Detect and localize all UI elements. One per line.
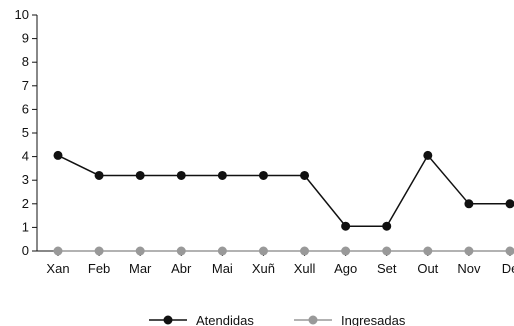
legend-label: Ingresadas bbox=[341, 313, 406, 326]
data-point bbox=[53, 150, 63, 160]
data-point bbox=[258, 170, 268, 180]
data-point bbox=[341, 221, 351, 231]
data-point bbox=[464, 199, 474, 209]
legend: Atendidas Ingresadas bbox=[149, 313, 406, 326]
data-point bbox=[382, 221, 392, 231]
data-point bbox=[300, 246, 310, 256]
y-tick-label: 1 bbox=[22, 219, 29, 234]
x-tick-label: Xan bbox=[46, 261, 69, 276]
data-point bbox=[176, 246, 186, 256]
y-tick-label: 5 bbox=[22, 125, 29, 140]
y-tick-label: 6 bbox=[22, 101, 29, 116]
x-tick-label: Mar bbox=[129, 261, 152, 276]
data-point bbox=[341, 246, 351, 256]
legend-marker bbox=[163, 315, 173, 325]
data-point bbox=[217, 246, 227, 256]
y-tick-label: 2 bbox=[22, 196, 29, 211]
y-tick-label: 7 bbox=[22, 78, 29, 93]
data-point bbox=[135, 246, 145, 256]
x-tick-label: Mai bbox=[212, 261, 233, 276]
y-tick-label: 10 bbox=[15, 7, 29, 22]
data-point bbox=[94, 246, 104, 256]
x-tick-label: Feb bbox=[88, 261, 110, 276]
y-tick-label: 4 bbox=[22, 149, 29, 164]
data-point bbox=[505, 199, 514, 209]
labels-layer: 0 1 2 3 4 5 6 7 8 9 10 Xan Feb Mar Abr Mai Xuñ Xull Ago Set… bbox=[15, 7, 514, 276]
legend-label: Atendidas bbox=[196, 313, 254, 326]
data-point bbox=[464, 246, 474, 256]
series-layer bbox=[53, 150, 514, 256]
data-point bbox=[300, 170, 310, 180]
data-point bbox=[176, 170, 186, 180]
legend-marker bbox=[308, 315, 318, 325]
data-point bbox=[217, 170, 227, 180]
data-point bbox=[423, 246, 433, 256]
data-point bbox=[382, 246, 392, 256]
x-tick-label: Out bbox=[417, 261, 438, 276]
y-tick-label: 9 bbox=[22, 31, 29, 46]
x-tick-label: Ago bbox=[334, 261, 357, 276]
y-tick-label: 0 bbox=[22, 243, 29, 258]
y-tick-label: 3 bbox=[22, 172, 29, 187]
data-point bbox=[94, 170, 104, 180]
x-tick-label: Abr bbox=[171, 261, 192, 276]
series-line bbox=[57, 154, 510, 227]
axes-layer bbox=[32, 14, 513, 256]
data-point bbox=[423, 150, 433, 160]
x-tick-label: Xull bbox=[294, 261, 316, 276]
data-point bbox=[53, 246, 63, 256]
data-point bbox=[505, 246, 514, 256]
x-tick-label: Xuñ bbox=[252, 261, 275, 276]
data-point bbox=[135, 170, 145, 180]
x-tick-label: Nov bbox=[457, 261, 481, 276]
y-tick-label: 8 bbox=[22, 54, 29, 69]
x-tick-label: De bbox=[502, 261, 514, 276]
x-tick-label: Set bbox=[377, 261, 397, 276]
data-point bbox=[258, 246, 268, 256]
